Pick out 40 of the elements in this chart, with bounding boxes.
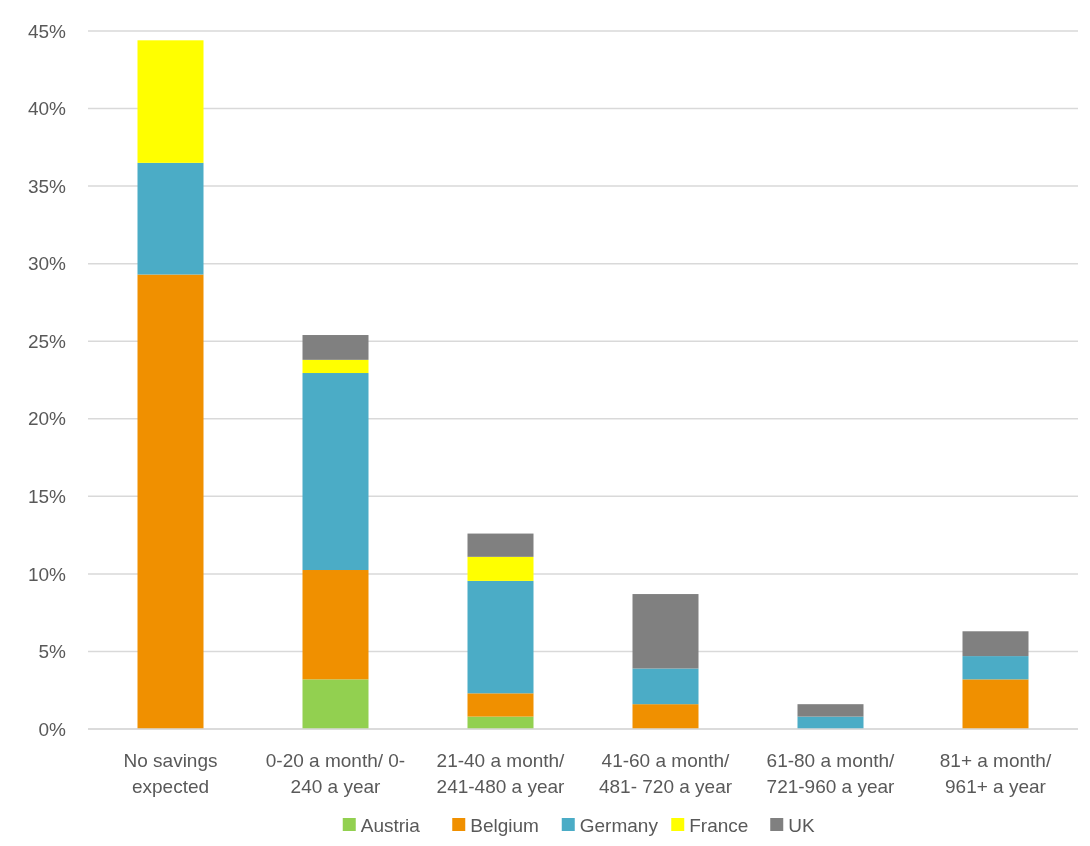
y-tick-label: 30% — [27, 253, 67, 275]
x-tick-label: 61-80 a month/ 721-960 a year — [766, 750, 896, 797]
legend-label: Germany — [579, 815, 659, 836]
bar — [302, 335, 369, 360]
y-tick-label: 20% — [27, 408, 67, 430]
x-tick-label: 21-40 a month/ 241-480 a year — [436, 750, 566, 797]
bar — [632, 704, 699, 729]
y-tick-label: 10% — [27, 563, 67, 585]
bar — [962, 656, 1029, 680]
bar — [137, 40, 204, 163]
bar — [632, 594, 699, 669]
y-tick-label: 5% — [38, 641, 67, 663]
x-tick-label: 0-20 a month/ 0-240 a year — [265, 750, 406, 797]
bar — [962, 631, 1029, 657]
bar — [302, 373, 369, 571]
bar — [962, 679, 1029, 729]
y-tick-label: 40% — [27, 98, 67, 120]
x-tick-label: No savings expected — [123, 750, 218, 797]
legend-label: UK — [788, 815, 815, 836]
bar — [797, 704, 864, 717]
bar — [467, 693, 534, 717]
bar — [632, 668, 699, 705]
bar — [467, 556, 534, 581]
legend-label: Austria — [360, 815, 421, 836]
bar — [137, 162, 204, 275]
bar — [467, 533, 534, 557]
bar — [137, 274, 204, 729]
y-tick-label: 0% — [38, 718, 67, 740]
x-tick-label: 81+ a month/ 961+ a year — [939, 750, 1052, 797]
bar — [302, 679, 369, 729]
y-tick-label: 35% — [27, 175, 67, 197]
y-tick-label: 45% — [27, 20, 67, 42]
bar — [302, 570, 369, 680]
legend-label: France — [689, 815, 749, 836]
legend-label: Belgium — [470, 815, 539, 836]
x-tick-label: 41-60 a month/ 481- 720 a year — [598, 750, 733, 797]
bar — [467, 580, 534, 694]
y-tick-label: 15% — [27, 485, 67, 507]
y-tick-label: 25% — [27, 330, 67, 352]
bar — [302, 359, 369, 374]
